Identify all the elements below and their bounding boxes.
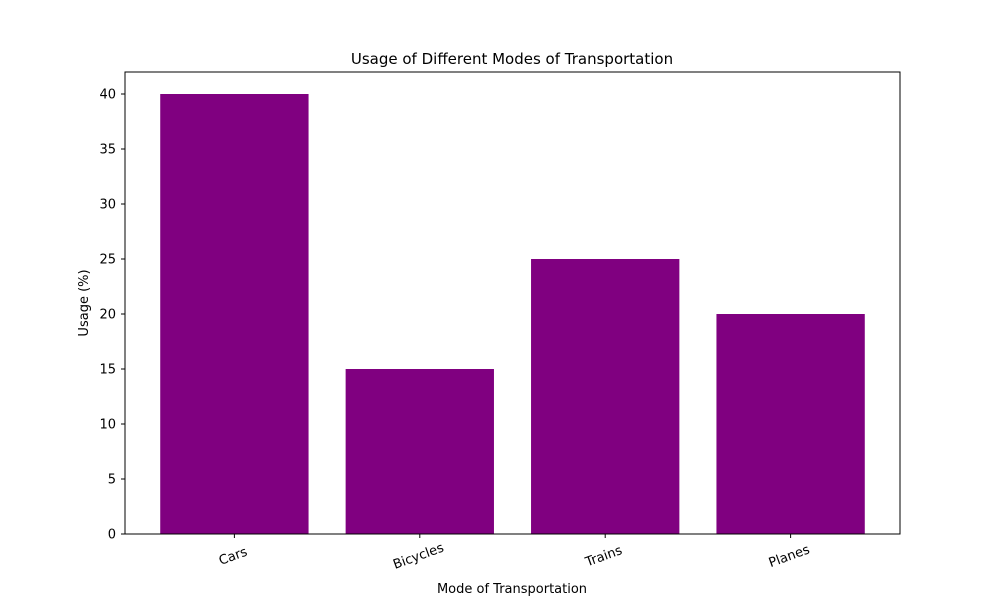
x-axis-title: Mode of Transportation — [437, 582, 587, 597]
y-axis-ticks: 0 5 10 15 20 25 30 35 40 — [99, 88, 125, 543]
y-tick-label: 20 — [99, 308, 116, 323]
x-tick-label-bicycles: Bicycles — [391, 541, 446, 573]
chart-title: Usage of Different Modes of Transportati… — [351, 50, 673, 68]
bar-trains — [531, 259, 680, 534]
y-tick-label: 30 — [99, 198, 116, 213]
bar-bicycles — [345, 369, 494, 534]
y-tick-label: 5 — [108, 473, 116, 488]
y-tick-label: 35 — [99, 143, 116, 158]
axes-spines — [124, 71, 901, 535]
bar-cars — [160, 94, 309, 534]
y-tick-label: 15 — [99, 363, 116, 378]
bar-planes — [716, 314, 865, 534]
axes-frame — [124, 71, 901, 535]
x-tick-label-trains: Trains — [583, 543, 625, 570]
x-tick-label-cars: Cars — [217, 545, 250, 569]
x-axis-ticks: Cars Bicycles Trains Planes — [217, 534, 812, 573]
y-tick-label: 25 — [99, 253, 116, 268]
y-tick-label: 0 — [108, 528, 116, 543]
y-tick-label: 10 — [99, 418, 116, 433]
y-axis-title: Usage (%) — [77, 269, 92, 336]
x-tick-label-planes: Planes — [767, 542, 812, 571]
y-tick-label: 40 — [99, 88, 116, 103]
bars-layer — [160, 94, 865, 534]
